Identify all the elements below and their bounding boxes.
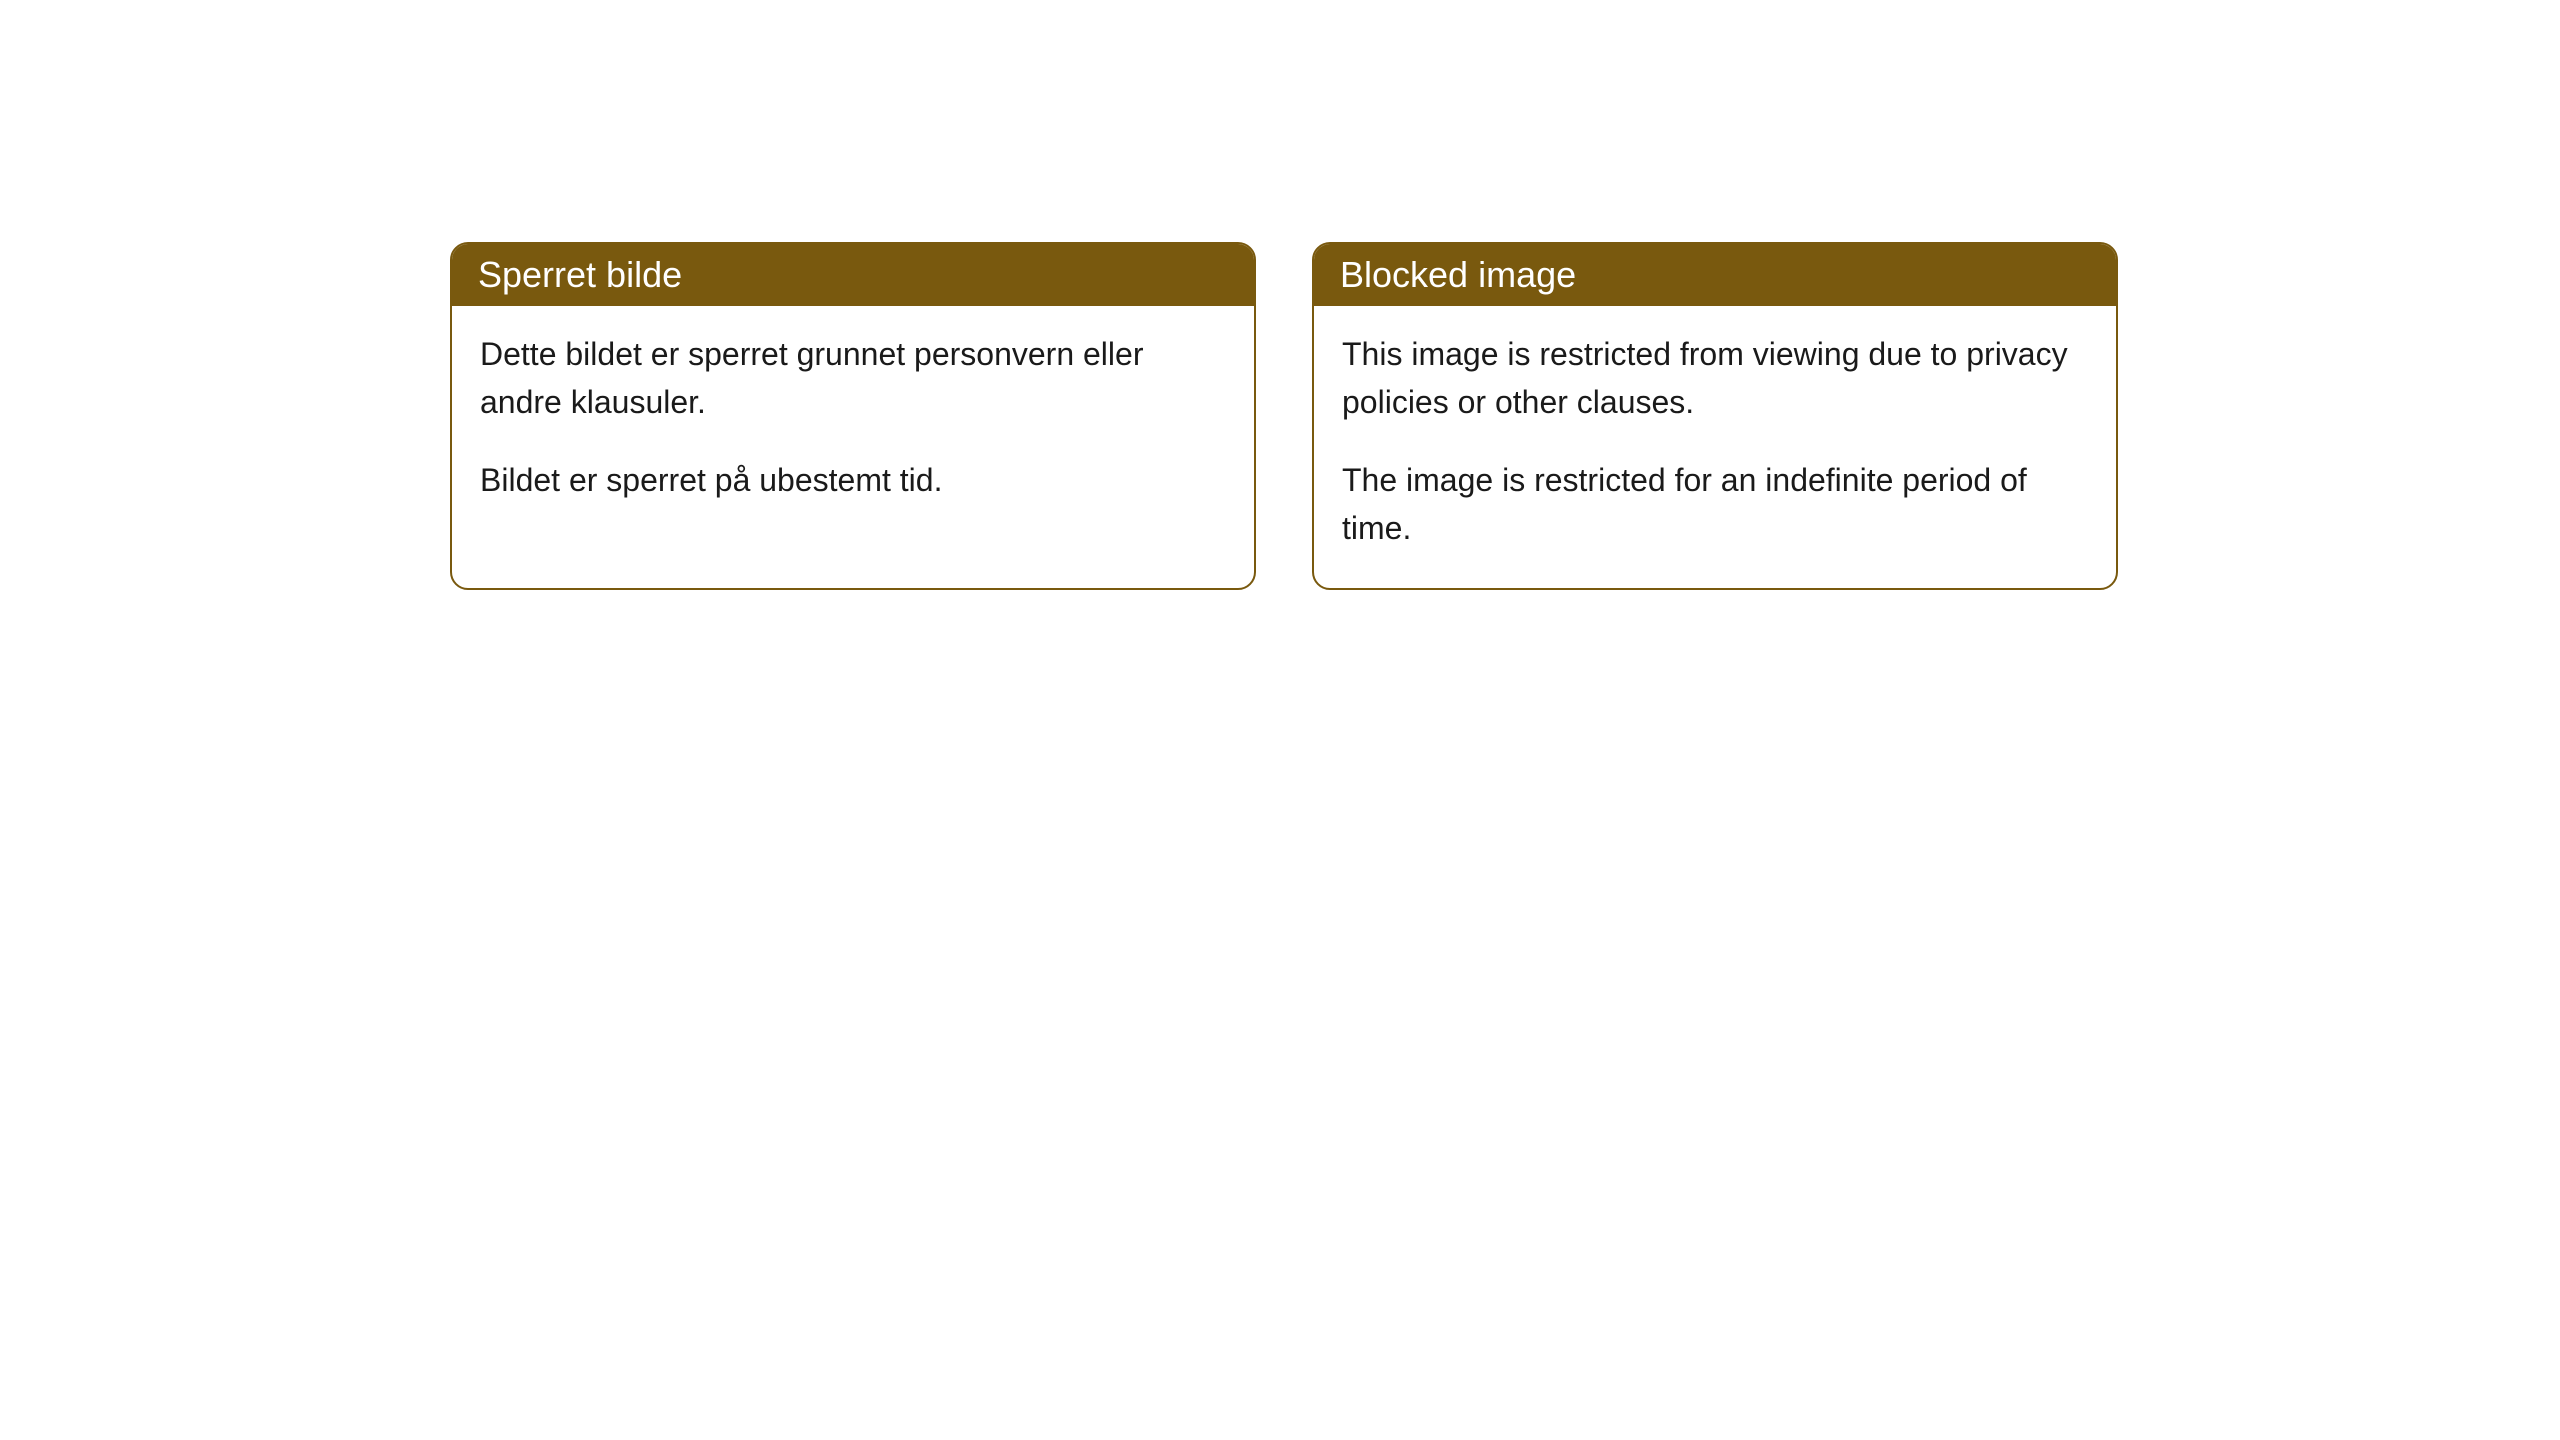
card-header-norwegian: Sperret bilde [452, 244, 1254, 306]
card-header-english: Blocked image [1314, 244, 2116, 306]
card-title-norwegian: Sperret bilde [478, 254, 682, 295]
card-paragraph-1-english: This image is restricted from viewing du… [1342, 330, 2088, 426]
card-body-norwegian: Dette bildet er sperret grunnet personve… [452, 306, 1254, 540]
notice-container: Sperret bilde Dette bildet er sperret gr… [450, 242, 2118, 590]
card-title-english: Blocked image [1340, 254, 1576, 295]
card-body-english: This image is restricted from viewing du… [1314, 306, 2116, 588]
card-paragraph-1-norwegian: Dette bildet er sperret grunnet personve… [480, 330, 1226, 426]
blocked-image-card-english: Blocked image This image is restricted f… [1312, 242, 2118, 590]
card-paragraph-2-norwegian: Bildet er sperret på ubestemt tid. [480, 456, 1226, 504]
blocked-image-card-norwegian: Sperret bilde Dette bildet er sperret gr… [450, 242, 1256, 590]
card-paragraph-2-english: The image is restricted for an indefinit… [1342, 456, 2088, 552]
